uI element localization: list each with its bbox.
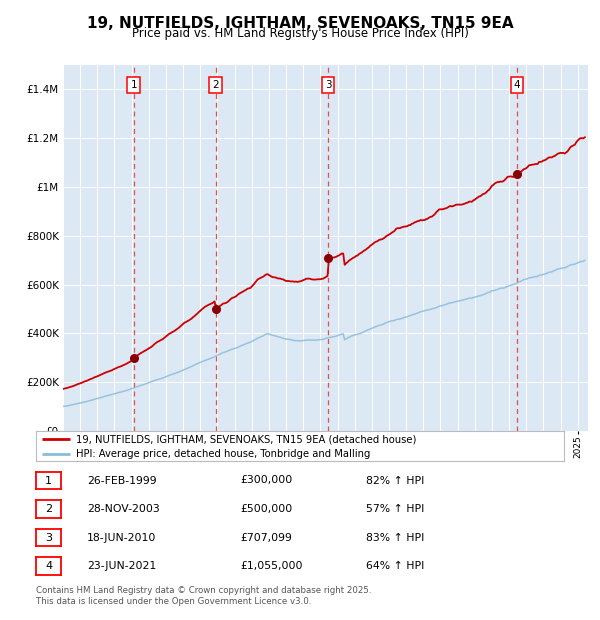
Text: 28-NOV-2003: 28-NOV-2003 [87,504,160,514]
Text: 18-JUN-2010: 18-JUN-2010 [87,533,157,542]
Text: £1,055,000: £1,055,000 [240,561,302,571]
Text: 83% ↑ HPI: 83% ↑ HPI [366,533,424,542]
Text: 2: 2 [212,80,219,91]
Text: 4: 4 [514,80,520,91]
Text: 2: 2 [45,504,52,514]
Text: Contains HM Land Registry data © Crown copyright and database right 2025.
This d: Contains HM Land Registry data © Crown c… [36,585,371,606]
Text: 4: 4 [45,561,52,571]
Text: 82% ↑ HPI: 82% ↑ HPI [366,476,424,485]
Text: 64% ↑ HPI: 64% ↑ HPI [366,561,424,571]
Text: Price paid vs. HM Land Registry's House Price Index (HPI): Price paid vs. HM Land Registry's House … [131,27,469,40]
Text: £707,099: £707,099 [240,533,292,542]
Text: £300,000: £300,000 [240,476,292,485]
Text: HPI: Average price, detached house, Tonbridge and Malling: HPI: Average price, detached house, Tonb… [76,449,370,459]
Text: 19, NUTFIELDS, IGHTHAM, SEVENOAKS, TN15 9EA (detached house): 19, NUTFIELDS, IGHTHAM, SEVENOAKS, TN15 … [76,434,416,445]
Text: 57% ↑ HPI: 57% ↑ HPI [366,504,424,514]
Text: 26-FEB-1999: 26-FEB-1999 [87,476,157,485]
Text: 3: 3 [45,533,52,542]
Text: 1: 1 [130,80,137,91]
Text: £500,000: £500,000 [240,504,292,514]
Text: 23-JUN-2021: 23-JUN-2021 [87,561,156,571]
Text: 3: 3 [325,80,332,91]
Text: 19, NUTFIELDS, IGHTHAM, SEVENOAKS, TN15 9EA: 19, NUTFIELDS, IGHTHAM, SEVENOAKS, TN15 … [86,16,514,30]
Text: 1: 1 [45,476,52,485]
